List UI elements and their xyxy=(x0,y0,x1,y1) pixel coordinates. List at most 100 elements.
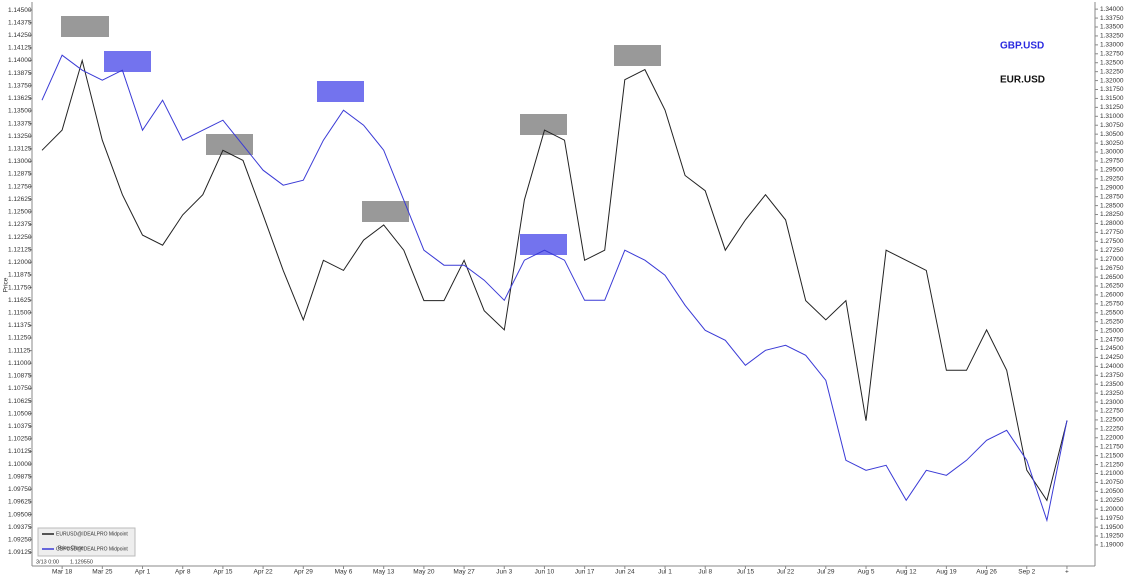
x-tick-label: May 6 xyxy=(335,569,353,576)
y2-tick-label: 1.32250 xyxy=(1100,68,1124,75)
highlight-box xyxy=(104,51,151,72)
y2-tick-label: 1.30750 xyxy=(1100,122,1124,129)
y-tick-label: 1.11000 xyxy=(8,360,31,367)
x-tick-label: Aug 26 xyxy=(976,569,997,576)
legend-label: EURUSD@IDEALPRO Midpoint xyxy=(56,531,128,537)
x-tick-label: Jun 3 xyxy=(496,569,512,576)
y-tick-label: 1.14500 xyxy=(8,7,32,14)
y-tick-label: 1.13750 xyxy=(8,82,32,89)
x-tick-label: Sep 2 xyxy=(1018,569,1035,576)
y2-tick-label: 1.26250 xyxy=(1100,283,1124,290)
x-tick-label: Apr 22 xyxy=(254,569,274,576)
x-tick-label: Mar 25 xyxy=(92,569,113,576)
y2-tick-label: 1.29500 xyxy=(1100,167,1124,174)
x-tick-label: Aug 19 xyxy=(936,569,957,576)
x-tick-label: Apr 8 xyxy=(175,569,191,576)
x-tick-label: Aug 5 xyxy=(857,569,874,576)
y2-tick-label: 1.20750 xyxy=(1100,479,1124,486)
y-tick-label: 1.12625 xyxy=(8,196,32,203)
y2-tick-label: 1.28250 xyxy=(1100,211,1124,218)
y2-tick-label: 1.23250 xyxy=(1100,390,1124,397)
y2-tick-label: 1.24000 xyxy=(1100,363,1124,370)
x-tick-label: Jun 24 xyxy=(615,569,635,576)
crosshair-label: 3/13 0:00 xyxy=(36,559,59,565)
highlight-box xyxy=(614,45,661,66)
x-tick-label: Jun 17 xyxy=(575,569,595,576)
y-tick-label: 1.10625 xyxy=(8,398,32,405)
y2-tick-label: 1.19750 xyxy=(1100,515,1124,522)
y2-tick-label: 1.20250 xyxy=(1100,497,1124,504)
y2-tick-label: 1.21500 xyxy=(1100,452,1124,459)
y2-tick-label: 1.21250 xyxy=(1100,461,1124,468)
highlight-box xyxy=(317,81,364,102)
y-tick-label: 1.13250 xyxy=(8,133,32,140)
y-tick-label: 1.10750 xyxy=(8,385,32,392)
y-tick-label: 1.13500 xyxy=(8,108,32,115)
y-tick-label: 1.12125 xyxy=(8,246,32,253)
y2-tick-label: 1.22250 xyxy=(1100,426,1124,433)
y2-tick-label: 1.28500 xyxy=(1100,202,1124,209)
y2-tick-label: 1.31000 xyxy=(1100,113,1124,120)
x-tick-label: May 27 xyxy=(453,569,475,576)
highlight-boxes xyxy=(61,16,661,255)
x-tick-label: Jul 29 xyxy=(817,569,835,576)
y2-tick-label: 1.31250 xyxy=(1100,104,1124,111)
y2-tick-label: 1.19500 xyxy=(1100,524,1124,531)
y2-tick-label: 1.20500 xyxy=(1100,488,1124,495)
y2-tick-label: 1.26750 xyxy=(1100,265,1124,272)
series-line xyxy=(41,58,1068,502)
y2-tick-label: 1.23500 xyxy=(1100,381,1124,388)
y2-tick-label: 1.34000 xyxy=(1100,6,1124,13)
y2-tick-label: 1.33250 xyxy=(1100,33,1124,40)
annotation: GBP.USD xyxy=(1000,41,1044,52)
y2-tick-label: 1.22000 xyxy=(1100,434,1124,441)
y-tick-label: 1.13625 xyxy=(8,95,32,102)
y-tick-label: 1.12750 xyxy=(8,183,32,190)
y2-tick-label: 1.27750 xyxy=(1100,229,1124,236)
y2-tick-label: 1.31750 xyxy=(1100,86,1124,93)
y2-tick-label: 1.19250 xyxy=(1100,533,1124,540)
y2-tick-label: 1.24750 xyxy=(1100,336,1124,343)
annotation: EUR.USD xyxy=(1000,75,1045,86)
y-tick-label: 1.10500 xyxy=(8,410,32,417)
y2-tick-label: 1.22750 xyxy=(1100,408,1124,415)
y2-tick-label: 1.30500 xyxy=(1100,131,1124,138)
y2-tick-label: 1.20000 xyxy=(1100,506,1124,513)
x-tick-label: May 13 xyxy=(373,569,395,576)
y-tick-label: 1.09625 xyxy=(8,499,32,506)
y2-tick-label: 1.30000 xyxy=(1100,149,1124,156)
y-tick-label: 1.09125 xyxy=(8,549,32,556)
y2-tick-label: 1.25000 xyxy=(1100,327,1124,334)
y2-tick-label: 1.28750 xyxy=(1100,193,1124,200)
highlight-box xyxy=(520,234,567,255)
y-tick-label: 1.11625 xyxy=(8,297,31,304)
y-tick-label: 1.09875 xyxy=(8,473,32,480)
x-tick-label: May 20 xyxy=(413,569,435,576)
y-tick-label: 1.14250 xyxy=(8,32,32,39)
y2-tick-label: 1.32000 xyxy=(1100,77,1124,84)
highlight-box xyxy=(362,201,409,222)
y-tick-label: 1.12000 xyxy=(8,259,32,266)
y2-tick-label: 1.33000 xyxy=(1100,42,1124,49)
y-tick-label: 1.11875 xyxy=(8,272,31,279)
y-tick-label: 1.12250 xyxy=(8,234,32,241)
x-tick-label: Apr 1 xyxy=(135,569,151,576)
y2-tick-label: 1.19000 xyxy=(1100,542,1124,549)
y2-tick-label: 1.31500 xyxy=(1100,95,1124,102)
y-tick-label: 1.14125 xyxy=(8,45,32,52)
y-tick-label: 1.09250 xyxy=(8,536,32,543)
y2-tick-label: 1.33500 xyxy=(1100,24,1124,31)
y-axis-title: Price xyxy=(3,277,10,292)
legend: Price Close EURUSD@IDEALPRO Midpoint GBPU… xyxy=(37,527,136,557)
y-tick-label: 1.12500 xyxy=(8,209,32,216)
y2-tick-label: 1.21000 xyxy=(1100,470,1124,477)
y-tick-label: 1.11500 xyxy=(8,309,31,316)
y-tick-label: 1.11375 xyxy=(8,322,31,329)
y2-tick-label: 1.32500 xyxy=(1100,59,1124,66)
y-tick-label: 1.11750 xyxy=(8,284,31,291)
y2-tick-label: 1.21750 xyxy=(1100,443,1124,450)
highlight-box xyxy=(61,16,109,37)
x-tick-label: Jul 1 xyxy=(658,569,672,576)
